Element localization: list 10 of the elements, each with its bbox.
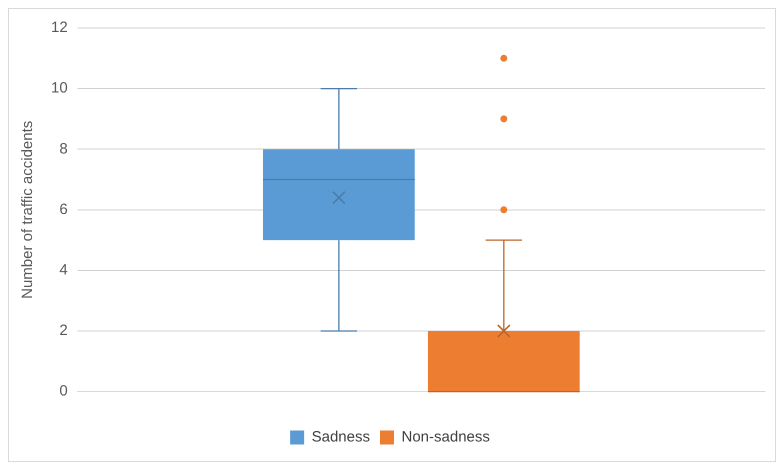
- y-tick-label: 2: [59, 322, 68, 340]
- y-axis-title: Number of traffic accidents: [19, 120, 36, 299]
- y-tick-label: 10: [50, 80, 68, 97]
- y-tick-label: 4: [59, 262, 68, 279]
- y-tick-label: 12: [50, 19, 68, 36]
- legend-label: Sadness: [312, 428, 370, 446]
- y-tick-label: 6: [59, 200, 68, 218]
- y-tick-label: 8: [59, 140, 68, 158]
- y-tick-label: 0: [59, 382, 68, 400]
- legend-label: Non-sadness: [401, 428, 490, 446]
